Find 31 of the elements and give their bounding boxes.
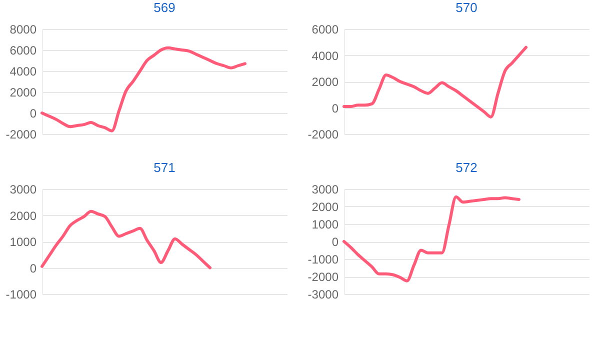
y-tick-label: 0 bbox=[332, 101, 339, 116]
chart-title: 569 bbox=[154, 0, 176, 15]
y-tick-label: 2000 bbox=[312, 200, 339, 214]
line-series bbox=[40, 46, 246, 132]
y-tick-label: 0 bbox=[332, 235, 339, 249]
y-tick-label: 2000 bbox=[10, 86, 37, 100]
y-tick-label: -2000 bbox=[308, 270, 339, 284]
y-tick-label: -1000 bbox=[308, 252, 339, 266]
chart-title: 572 bbox=[456, 160, 478, 175]
chart-title: 570 bbox=[456, 0, 478, 15]
line-series bbox=[342, 195, 520, 282]
y-tick-label: 8000 bbox=[10, 22, 37, 36]
y-tick-label: 0 bbox=[30, 106, 37, 120]
y-tick-label: -2000 bbox=[6, 128, 37, 142]
y-tick-label: 4000 bbox=[312, 48, 339, 63]
y-tick-label: -1000 bbox=[6, 288, 37, 302]
y-tick-label: 1000 bbox=[10, 235, 37, 249]
chart-title: 571 bbox=[154, 160, 176, 175]
line-series bbox=[342, 46, 528, 118]
y-tick-label: 3000 bbox=[10, 182, 37, 196]
y-tick-label: 4000 bbox=[10, 64, 37, 78]
line-series bbox=[40, 210, 212, 270]
y-tick-label: -2000 bbox=[308, 128, 339, 142]
y-tick-label: -3000 bbox=[308, 288, 339, 302]
y-tick-label: 0 bbox=[30, 261, 37, 276]
y-tick-label: 2000 bbox=[312, 75, 339, 89]
y-tick-label: 1000 bbox=[312, 218, 339, 232]
y-tick-label: 2000 bbox=[10, 208, 37, 223]
y-tick-label: 3000 bbox=[312, 182, 339, 196]
y-tick-label: 6000 bbox=[10, 44, 37, 58]
y-tick-label: 6000 bbox=[312, 22, 339, 36]
